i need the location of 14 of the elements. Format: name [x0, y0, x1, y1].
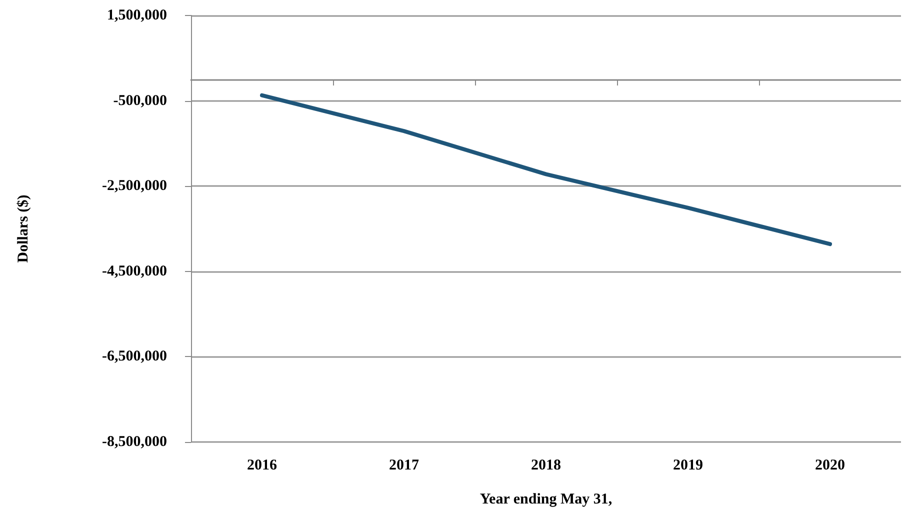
- x-tick-label: 2016: [247, 458, 278, 474]
- x-tick-label: 2017: [389, 458, 420, 474]
- y-tick-label: -6,500,000: [102, 348, 167, 365]
- y-tick-label: -2,500,000: [102, 178, 167, 194]
- x-axis-title: Year ending May 31,: [480, 492, 612, 508]
- x-tick-label: 2018: [531, 458, 561, 474]
- y-axis-title: Dollars ($): [16, 194, 32, 263]
- y-tick-label: 1,500,000: [107, 8, 167, 24]
- y-tick-label: -4,500,000: [102, 263, 167, 280]
- y-tick-label: -8,500,000: [102, 434, 167, 450]
- x-tick-label: 2019: [673, 458, 703, 474]
- x-tick-label: 2020: [815, 458, 845, 474]
- y-tick-label: -500,000: [113, 92, 167, 109]
- line-series: [260, 93, 832, 246]
